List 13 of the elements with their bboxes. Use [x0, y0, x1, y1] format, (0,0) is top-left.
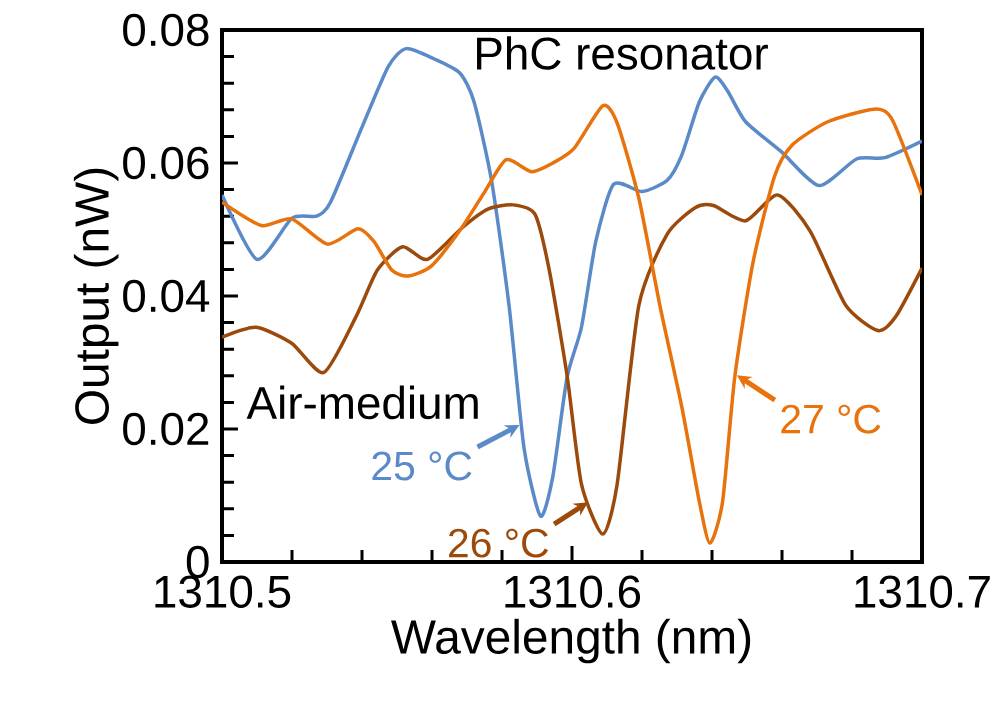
annotation: Air-medium [246, 385, 478, 420]
y-tick-label: 0.04 [123, 279, 210, 313]
y-tick-label: 0.08 [123, 13, 209, 47]
x-tick-label: 1310.7 [855, 575, 990, 608]
y-axis-title: Output (nW) [73, 168, 119, 424]
annotation: 26 °C [449, 528, 549, 558]
annotation: 27 °C [781, 404, 881, 434]
x-axis-title: Wavelength (nm) [391, 618, 751, 664]
annotation: PhC resonator [477, 36, 768, 70]
annotation: 25 °C [372, 451, 472, 481]
y-tick-label: 0.06 [123, 146, 209, 180]
y-tick-label: 0.02 [123, 412, 209, 446]
x-tick-label: 1310.6 [505, 575, 641, 608]
